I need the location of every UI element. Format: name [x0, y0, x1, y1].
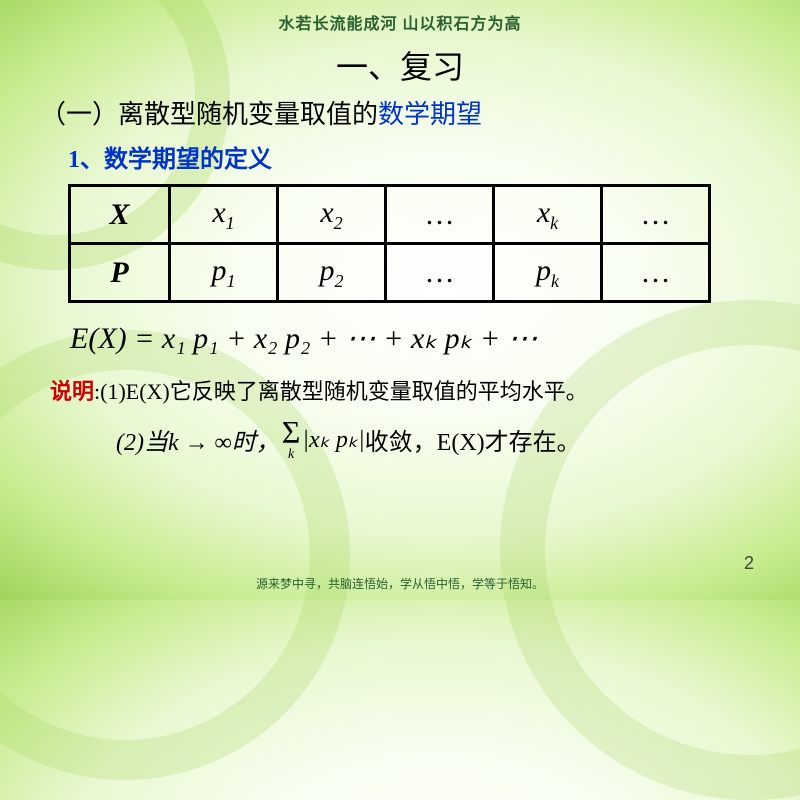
note-1: 说明:(1)E(X)它反映了离散型随机变量取值的平均水平。: [50, 374, 760, 406]
note2-pre: (2)当k → ∞时，: [116, 422, 280, 457]
table-cell: …: [602, 186, 710, 244]
subtitle: （一）离散型随机变量取值的数学期望: [40, 94, 760, 131]
table-row: X x1 x2 … xk …: [70, 186, 710, 244]
note-2: (2)当k → ∞时， Σ k |xₖ pₖ| 收敛，E(X)才存在。: [116, 416, 760, 462]
table-cell: …: [602, 244, 710, 302]
bottom-banner: 源来梦中寻，共脑连悟始，学从悟中悟，学等于悟知。: [0, 575, 800, 592]
note-text: :(1)E(X)它反映了离散型随机变量取值的平均水平。: [94, 379, 588, 404]
page-number: 2: [744, 553, 754, 574]
table-cell: x1: [170, 186, 278, 244]
sigma-symbol: Σ k: [282, 416, 301, 462]
table-cell: p1: [170, 244, 278, 302]
probability-table: X x1 x2 … xk … P p1 p2 … pk …: [68, 184, 711, 303]
section-heading: 1、数学期望的定义: [68, 139, 760, 174]
expectation-formula: E(X) = x₁ p₁ + x₂ p₂ + ⋯ + xₖ pₖ + ⋯: [70, 321, 760, 356]
table-cell: …: [386, 244, 494, 302]
table-cell: X: [70, 186, 170, 244]
table-cell: …: [386, 186, 494, 244]
table-cell: xk: [494, 186, 602, 244]
top-banner: 水若长流能成河 山以积石方为高: [0, 10, 800, 34]
table-cell: P: [70, 244, 170, 302]
table-cell: pk: [494, 244, 602, 302]
note2-mid: |xₖ pₖ|: [302, 425, 364, 454]
subtitle-pre: （一）离散型随机变量取值的: [40, 100, 378, 129]
table-row: P p1 p2 … pk …: [70, 244, 710, 302]
main-title: 一、复习: [40, 42, 760, 88]
table-cell: p2: [278, 244, 386, 302]
note-label: 说明: [50, 379, 94, 404]
table-cell: x2: [278, 186, 386, 244]
slide-content: 一、复习 （一）离散型随机变量取值的数学期望 1、数学期望的定义 X x1 x2…: [40, 42, 760, 462]
note2-post: 收敛，E(X)才存在。: [365, 422, 581, 457]
subtitle-emphasis: 数学期望: [378, 100, 482, 129]
